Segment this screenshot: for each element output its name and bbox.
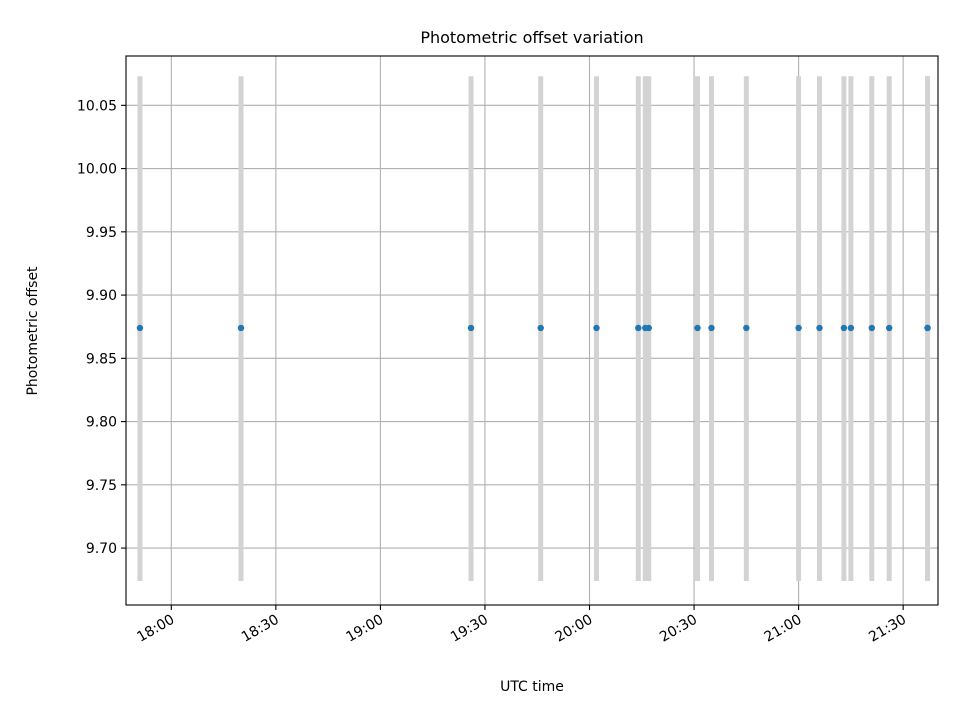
data-point xyxy=(467,324,475,332)
x-tick-label: 18:00 xyxy=(134,612,177,646)
x-tick-label: 21:30 xyxy=(866,612,909,646)
x-tick-label: 20:00 xyxy=(553,612,596,646)
data-point xyxy=(847,324,855,332)
data-point xyxy=(743,324,750,332)
data-point xyxy=(795,324,802,332)
data-point xyxy=(694,324,701,332)
y-tick-label: 9.75 xyxy=(86,478,117,494)
data-point xyxy=(537,324,544,332)
y-tick-label: 9.70 xyxy=(86,541,117,557)
y-tick-label: 9.80 xyxy=(86,415,117,431)
data-point xyxy=(708,324,715,332)
data-point xyxy=(816,324,823,332)
x-tick-label: 20:30 xyxy=(657,612,700,646)
y-tick-label: 9.85 xyxy=(86,351,117,367)
data-points xyxy=(136,324,931,332)
y-tick-label: 10.05 xyxy=(77,98,117,114)
y-axis-label: Photometric offset xyxy=(25,266,41,396)
data-point xyxy=(886,324,893,332)
data-point xyxy=(924,324,931,332)
data-point xyxy=(237,324,245,332)
chart-title: Photometric offset variation xyxy=(420,28,643,47)
axis-ticks: 18:00 18:30 19:00 19:30 20:00 20:30 21:00 21:30… xyxy=(77,98,909,645)
x-tick-label: 19:00 xyxy=(343,612,386,646)
data-point xyxy=(635,324,642,332)
grid xyxy=(126,56,938,605)
plot-frame xyxy=(125,55,939,606)
data-point xyxy=(645,324,652,332)
x-axis-label: UTC time xyxy=(500,679,564,695)
y-tick-label: 9.90 xyxy=(86,288,117,304)
data-point xyxy=(136,324,144,332)
x-tick-label: 19:30 xyxy=(448,612,491,646)
error-bars xyxy=(137,76,931,581)
y-tick-label: 9.95 xyxy=(86,225,117,241)
y-tick-label: 10.00 xyxy=(77,162,117,178)
data-point xyxy=(840,324,848,332)
x-tick-label: 21:00 xyxy=(762,612,805,646)
data-point xyxy=(868,324,875,332)
data-point xyxy=(593,324,600,332)
x-tick-label: 18:30 xyxy=(239,612,282,646)
